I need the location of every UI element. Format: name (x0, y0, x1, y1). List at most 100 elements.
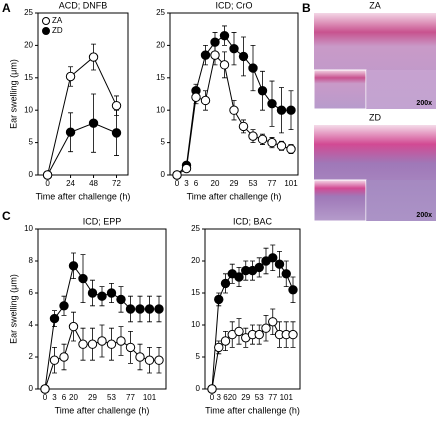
x-tick-label: 6 (62, 393, 67, 402)
plot-frame (169, 12, 299, 176)
histology-detail (366, 70, 436, 109)
data-point (214, 294, 224, 305)
data-point (200, 95, 211, 106)
data-point (268, 253, 278, 263)
y-tick-label: 0 (29, 384, 34, 393)
data-point (116, 294, 126, 305)
data-point (219, 30, 230, 41)
x-tick-label: 53 (255, 393, 264, 402)
series-line (47, 122, 117, 176)
data-point (181, 163, 192, 174)
data-point (286, 144, 296, 154)
data-point (68, 261, 79, 271)
y-tick-label: 8 (29, 256, 34, 265)
data-point (210, 50, 220, 60)
panel-letter: B (302, 1, 311, 15)
image-label: ZA (369, 0, 381, 10)
x-axis-label: Time after challenge (h) (205, 405, 300, 415)
data-point (106, 288, 117, 298)
y-tick-label: 6 (29, 288, 34, 297)
y-tick-label: 5 (196, 352, 201, 361)
x-tick-label: 3 (217, 393, 222, 402)
histology-inset (313, 69, 367, 110)
y-tick-label: 25 (24, 8, 33, 17)
data-point (219, 60, 230, 70)
data-point (210, 37, 220, 47)
x-tick-label: 0 (210, 393, 215, 402)
data-point (288, 329, 298, 340)
data-point (288, 285, 298, 295)
data-point (144, 355, 155, 365)
data-point (248, 131, 258, 141)
data-point (40, 384, 50, 394)
data-point (68, 321, 79, 332)
data-point (214, 342, 224, 353)
chart-title: ICD; CrO (216, 0, 253, 10)
data-point (125, 342, 136, 353)
data-point (106, 339, 117, 349)
data-point (257, 86, 268, 96)
x-tick-label: 3 (184, 179, 189, 188)
data-point (238, 121, 249, 132)
x-tick-label: 20 (211, 179, 220, 188)
y-tick-label: 5 (29, 138, 34, 147)
data-point (87, 339, 98, 349)
legend-label: ZA (52, 16, 63, 25)
x-tick-label: 53 (249, 179, 258, 188)
y-tick-label: 5 (161, 138, 166, 147)
y-tick-label: 10 (24, 224, 33, 233)
x-tick-label: 72 (112, 179, 121, 188)
y-tick-label: 10 (191, 320, 200, 329)
data-point (238, 51, 249, 62)
data-point (65, 71, 76, 82)
data-point (276, 105, 287, 115)
data-point (59, 301, 69, 311)
data-point (229, 43, 239, 54)
y-tick-label: 20 (191, 256, 200, 265)
y-axis-label: Ear swelling (μm) (8, 274, 18, 344)
x-tick-label: 20 (69, 393, 78, 402)
x-tick-label: 3 (52, 393, 57, 402)
y-tick-label: 0 (161, 170, 166, 179)
data-point (87, 288, 98, 298)
plot-frame (204, 228, 301, 390)
data-point (172, 170, 182, 180)
x-axis-label: Time after challenge (h) (187, 191, 282, 201)
x-tick-label: 0 (175, 179, 180, 188)
data-point (135, 352, 145, 362)
y-tick-label: 0 (196, 384, 201, 393)
x-tick-label: 29 (230, 179, 239, 188)
data-point (267, 137, 277, 148)
data-point (154, 355, 164, 365)
x-tick-label: 29 (241, 393, 250, 402)
data-point (65, 127, 76, 137)
data-point (220, 278, 231, 289)
y-tick-label: 0 (29, 170, 34, 179)
data-point (234, 272, 244, 282)
data-point (59, 352, 69, 362)
x-axis-label: Time after challenge (h) (55, 405, 150, 415)
data-point (276, 141, 287, 151)
data-point (42, 170, 53, 180)
x-tick-label: 6 (223, 393, 228, 402)
y-tick-label: 10 (156, 105, 165, 114)
data-point (220, 336, 231, 346)
data-point (200, 50, 211, 60)
data-point (111, 100, 122, 111)
data-point (254, 329, 264, 340)
image-label: ZD (369, 112, 381, 122)
series-line (47, 56, 117, 176)
y-tick-label: 15 (191, 288, 200, 297)
data-point (116, 336, 126, 346)
x-tick-label: 101 (143, 393, 157, 402)
panel-letter: A (2, 1, 11, 15)
magnification: 200x (416, 100, 432, 107)
y-tick-label: 20 (156, 41, 165, 50)
data-point (234, 326, 244, 337)
x-tick-label: 48 (89, 179, 98, 188)
data-point (257, 134, 268, 145)
chart-title: ACD; DNFB (59, 0, 108, 10)
x-tick-label: 77 (268, 393, 277, 402)
chart-title: ICD; BAC (233, 216, 273, 226)
